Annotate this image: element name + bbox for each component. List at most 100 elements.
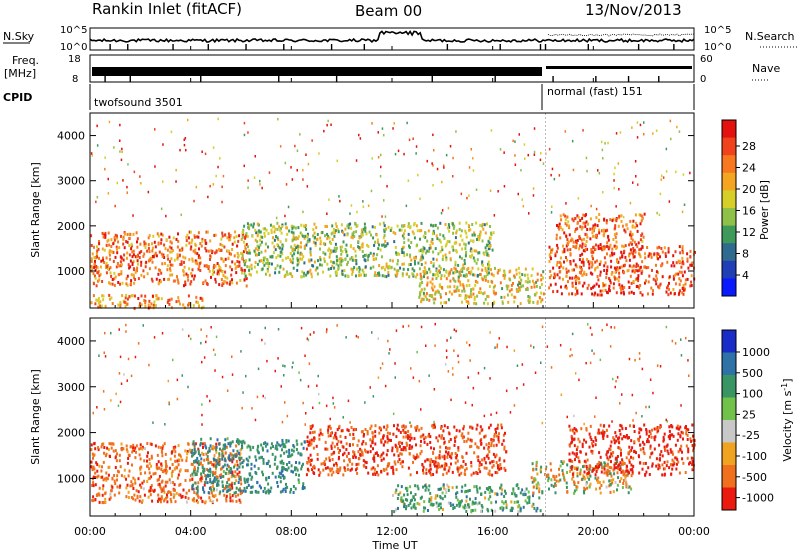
echo-cell bbox=[262, 473, 264, 477]
echo-cell bbox=[236, 260, 239, 263]
echo-cell-sparse bbox=[656, 211, 658, 215]
echo-cell bbox=[99, 304, 102, 308]
echo-cell bbox=[454, 240, 457, 244]
echo-cell bbox=[305, 273, 308, 277]
echo-cell bbox=[185, 272, 188, 276]
echo-cell bbox=[364, 265, 367, 269]
echo-cell bbox=[334, 434, 336, 438]
echo-cell bbox=[303, 271, 305, 275]
echo-cell bbox=[281, 247, 284, 251]
echo-cell bbox=[392, 470, 395, 474]
echo-cell bbox=[635, 243, 638, 247]
echo-cell bbox=[276, 466, 279, 470]
echo-cell bbox=[430, 498, 433, 502]
echo-cell bbox=[356, 471, 359, 475]
echo-cell bbox=[617, 224, 620, 228]
echo-cell bbox=[201, 442, 204, 446]
echo-cell bbox=[222, 274, 225, 277]
echo-cell bbox=[431, 294, 434, 298]
echo-cell bbox=[407, 429, 410, 433]
echo-cell bbox=[216, 438, 219, 442]
echo-cell bbox=[345, 442, 348, 446]
echo-cell bbox=[176, 245, 179, 249]
echo-cell bbox=[255, 472, 258, 475]
echo-cell bbox=[110, 245, 113, 248]
echo-cell bbox=[106, 446, 109, 450]
echo-cell bbox=[427, 509, 429, 512]
echo-cell bbox=[612, 282, 615, 286]
echo-cell bbox=[109, 492, 112, 496]
echo-cell bbox=[289, 272, 292, 276]
echo-cell bbox=[208, 449, 211, 453]
echo-cell bbox=[404, 425, 407, 429]
echo-cell bbox=[176, 255, 179, 259]
echo-cell bbox=[540, 278, 543, 282]
echo-cell bbox=[181, 246, 184, 250]
echo-cell bbox=[319, 431, 322, 435]
echo-cell bbox=[341, 273, 344, 276]
echo-cell bbox=[655, 270, 658, 274]
echo-cell bbox=[326, 262, 329, 266]
echo-cell bbox=[373, 454, 375, 458]
echo-cell bbox=[207, 491, 210, 495]
echo-cell bbox=[419, 444, 422, 448]
echo-cell bbox=[513, 492, 516, 496]
echo-cell bbox=[380, 440, 383, 444]
echo-cell bbox=[164, 468, 167, 472]
echo-cell bbox=[437, 456, 440, 460]
echo-cell bbox=[437, 487, 440, 491]
echo-cell bbox=[429, 435, 432, 439]
echo-cell bbox=[578, 265, 581, 269]
echo-cell bbox=[639, 284, 642, 287]
echo-cell bbox=[528, 295, 531, 299]
echo-cell bbox=[434, 456, 437, 460]
echo-cell bbox=[518, 275, 521, 279]
echo-cell bbox=[494, 492, 497, 496]
echo-cell bbox=[522, 284, 525, 288]
echo-cell bbox=[222, 489, 225, 493]
echo-cell bbox=[237, 488, 240, 492]
echo-cell bbox=[668, 275, 671, 279]
echo-cell bbox=[100, 445, 103, 449]
echo-cell bbox=[194, 481, 197, 485]
echo-cell bbox=[338, 468, 341, 472]
echo-cell bbox=[433, 423, 436, 427]
echo-cell bbox=[118, 486, 121, 489]
echo-cell-sparse bbox=[632, 181, 634, 184]
echo-cell bbox=[105, 243, 108, 247]
echo-cell bbox=[641, 245, 644, 249]
echo-cell bbox=[583, 486, 586, 490]
echo-cell bbox=[567, 220, 570, 224]
echo-cell bbox=[242, 459, 245, 463]
echo-cell bbox=[635, 277, 638, 281]
echo-cell bbox=[675, 261, 678, 265]
echo-cell bbox=[562, 475, 565, 479]
echo-cell bbox=[650, 252, 653, 256]
echo-cell bbox=[465, 495, 468, 499]
echo-cell bbox=[638, 286, 641, 290]
echo-cell bbox=[402, 448, 405, 452]
echo-cell bbox=[617, 446, 620, 450]
echo-cell bbox=[352, 450, 355, 454]
echo-cell bbox=[270, 486, 273, 490]
echo-cell bbox=[481, 458, 484, 462]
echo-cell bbox=[234, 230, 237, 234]
echo-cell bbox=[592, 234, 594, 238]
echo-cell bbox=[379, 248, 382, 252]
echo-cell bbox=[362, 227, 365, 231]
echo-cell bbox=[154, 251, 157, 255]
echo-cell bbox=[229, 441, 232, 445]
echo-cell bbox=[461, 436, 464, 440]
echo-cell bbox=[374, 434, 377, 438]
echo-cell bbox=[308, 460, 311, 464]
echo-cell bbox=[132, 446, 135, 450]
echo-cell bbox=[276, 481, 279, 484]
echo-cell bbox=[399, 461, 402, 465]
echo-cell bbox=[400, 496, 403, 500]
echo-cell bbox=[299, 257, 302, 261]
echo-cell bbox=[633, 430, 636, 433]
echo-cell bbox=[198, 264, 201, 268]
echo-cell bbox=[464, 254, 467, 258]
echo-cell bbox=[250, 267, 253, 271]
